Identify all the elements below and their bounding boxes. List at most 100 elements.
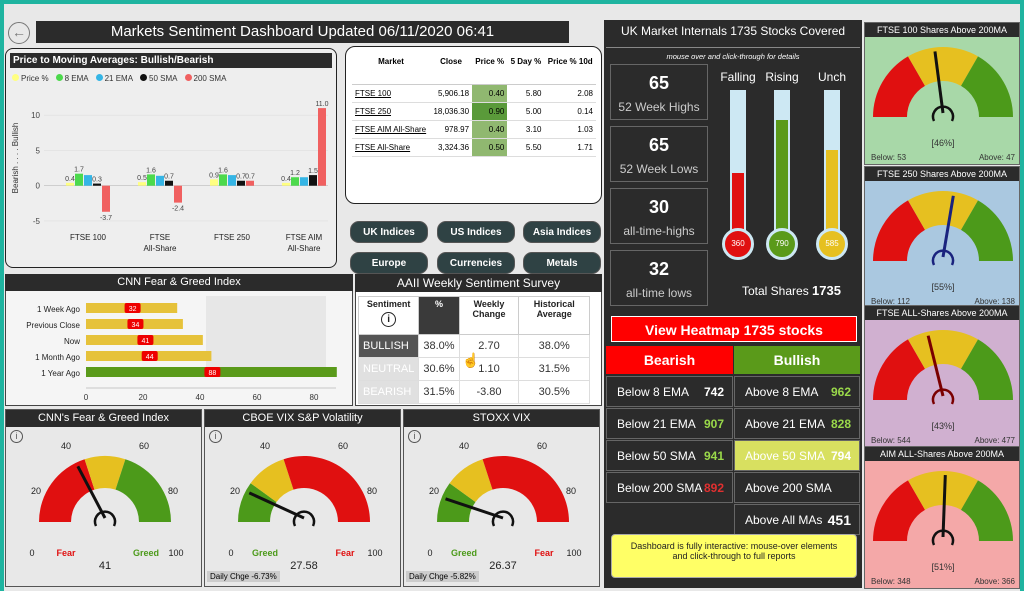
gauge-needle [76,465,107,519]
gauge-hub [931,529,955,546]
info-icon[interactable]: i [10,430,23,443]
ma-label: Above 50 SMA [745,449,826,463]
aaii-header: Historical Average [518,296,590,335]
legend-label: Price % [21,74,49,83]
stat-tile[interactable]: 65 52 Week Lows [610,126,708,182]
gauge-tick: 0 [228,548,233,558]
bar[interactable] [300,177,308,186]
above-200ma-panel[interactable]: AIM ALL-Shares Above 200MA [51%] Below: 34… [864,446,1020,589]
bar[interactable] [237,180,245,186]
info-icon[interactable]: i [209,430,222,443]
gauge-panel[interactable]: CBOE VIX S&P Volatility i 0 20 40 60 80 100 Gree… [204,409,401,587]
above-200ma-panel[interactable]: FTSE ALL-Shares Above 200MA [43%] Below: 5… [864,305,1020,448]
gauge-needle [926,335,945,397]
y-tick-label: -5 [33,217,41,226]
bar[interactable] [309,175,317,186]
bar[interactable] [156,175,164,186]
bar[interactable] [147,174,155,186]
bear-ma-cell[interactable]: Below 200 SMA 892 [606,472,733,503]
table-cell[interactable]: FTSE 100 [352,84,431,103]
above-200ma-pct: [43%] [931,421,954,431]
nav-button[interactable]: Europe [350,252,428,274]
below-count: Below: 348 [871,577,911,586]
gauge-tick: 0 [29,548,34,558]
bar[interactable] [246,180,254,186]
gauge-tick: 80 [367,486,377,496]
bar[interactable] [138,182,146,186]
aaii-row[interactable]: NEUTRAL 30.6% 1.10 31.5% [357,357,590,381]
bar[interactable] [84,175,92,186]
table-row[interactable]: FTSE All-Share 3,324.36 0.50 5.50 1.71 [352,138,596,157]
gauge-tick: 60 [537,441,547,451]
gauge-band [449,459,493,503]
nav-button[interactable]: Currencies [437,252,515,274]
table-header: Price % [472,54,508,85]
bar[interactable] [228,175,236,186]
nav-button[interactable]: Asia Indices [523,221,601,243]
table-cell: 0.40 [472,84,508,103]
nav-button[interactable]: UK Indices [350,221,428,243]
aaii-row[interactable]: BEARISH 31.5% -3.80 30.5% [357,380,590,404]
table-row[interactable]: FTSE 250 18,036.30 0.90 5.00 0.14 [352,102,596,121]
above-200ma-panel[interactable]: FTSE 100 Shares Above 200MA [46%] Below: 5… [864,22,1020,165]
total-value: 1735 [812,283,841,298]
aaii-cell: 31.5% [518,357,590,381]
table-cell: 0.90 [472,102,508,121]
gauge-tick: 100 [566,548,581,558]
thermo-fill [826,150,838,240]
info-icon[interactable]: i [408,430,421,443]
back-arrow-icon[interactable]: ← [8,22,30,44]
table-cell[interactable]: FTSE All-Share [352,138,431,157]
heatmap-button[interactable]: View Heatmap 1735 stocks [611,316,857,342]
table-row[interactable]: FTSE 100 5,906.18 0.40 5.80 2.08 [352,84,596,103]
bear-ma-cell[interactable]: Below 21 EMA 907 [606,408,733,439]
table-cell[interactable]: FTSE AIM All-Share [352,120,431,139]
bar[interactable] [174,185,182,203]
aaii-cell: 38.0% [418,334,460,358]
ma-value: 907 [703,417,724,431]
stat-tile[interactable]: 30 all-time-highs [610,188,708,244]
bar[interactable] [210,179,218,186]
bar[interactable] [219,174,227,186]
stat-tile[interactable]: 65 52 Week Highs [610,64,708,120]
info-icon[interactable]: i [381,312,397,327]
bull-ma-cell[interactable]: Above 8 EMA 962 [734,376,860,407]
gauge-right-label: Fear [534,548,554,558]
bar[interactable] [75,173,83,186]
thermo-fill [776,120,788,240]
aaii-table: Sentiment i% Weekly Change Historical Avera… [357,296,590,404]
nav-button[interactable]: US Indices [437,221,515,243]
y-tick-label: 10 [31,111,40,120]
gauge-left-label: Fear [56,548,76,558]
bar[interactable] [93,183,101,186]
bull-ma-cell[interactable]: Above 50 SMA 794 [734,440,860,471]
bar[interactable] [165,180,173,186]
aaii-cell: NEUTRAL [357,357,420,381]
gauge-panel[interactable]: CNN's Fear & Greed Index i 0 20 40 60 80 100 Fea… [5,409,202,587]
aaii-header: % [418,296,460,335]
bull-ma-cell[interactable]: Above 21 EMA 828 [734,408,860,439]
above-200ma-panel[interactable]: FTSE 250 Shares Above 200MA [55%] Below: 1… [864,166,1020,309]
bear-ma-cell[interactable]: Below 50 SMA 941 [606,440,733,471]
nav-button[interactable]: Metals [523,252,601,274]
bull-ma-cell[interactable]: Above All MAs 451 [734,504,860,535]
stat-tile[interactable]: 32 all-time lows [610,250,708,306]
gauge-panel[interactable]: STOXX VIX i 0 20 40 60 80 100 Greed Fear 26.37 Dail… [403,409,600,587]
bar[interactable] [282,182,290,186]
data-label: 0.7 [164,174,174,181]
legend-label: 50 SMA [149,74,178,83]
bar[interactable] [291,177,299,186]
table-cell[interactable]: FTSE 250 [352,102,431,121]
table-row[interactable]: FTSE AIM All-Share 978.97 0.40 3.10 1.03 [352,120,596,139]
bull-ma-cell[interactable]: Above 200 SMA 845 [734,472,860,525]
fg-row-label: Previous Close [26,321,80,330]
fg-row-label: 1 Week Ago [37,305,81,314]
bar[interactable] [66,182,74,186]
gauge-tick: 80 [566,486,576,496]
bear-ma-cell[interactable]: Below 8 EMA 742 [606,376,733,407]
ma-label: Above 8 EMA [745,385,819,399]
bar[interactable] [318,108,326,186]
gauge-band [482,456,569,522]
bar[interactable] [102,185,110,212]
below-count: Below: 53 [871,153,907,162]
